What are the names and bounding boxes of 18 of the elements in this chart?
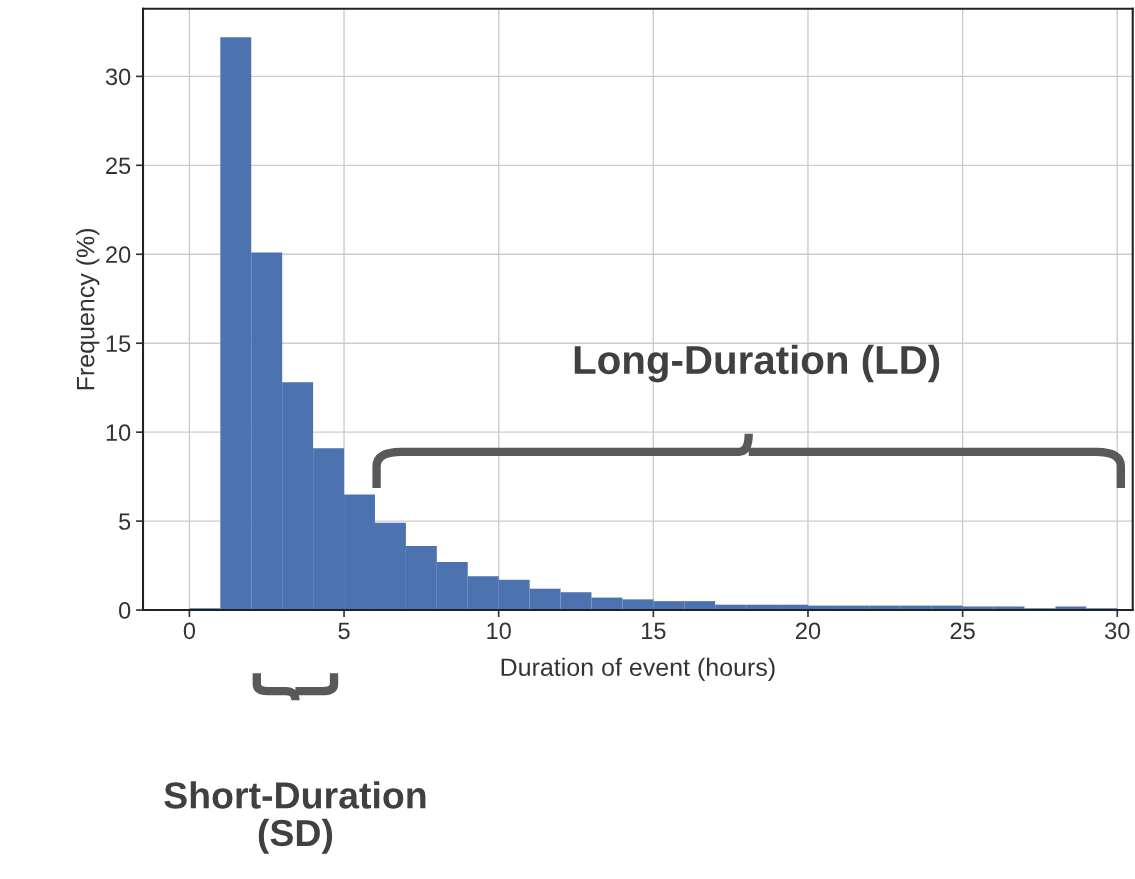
y-tick-label: 20 [106,246,131,264]
y-tick-label: 10 [106,424,131,441]
y-tick-label: 30 [105,68,131,86]
x-tick-label: 15 [642,622,666,640]
y-axis-title: Frequency (%) [76,228,100,390]
x-axis-title: Duration of event (hours) [501,657,775,682]
x-tick-label: 5 [338,622,350,640]
x-tick-label: 25 [950,622,975,640]
text: Short-Duration (SD) [164,781,426,854]
y-tick-label: 25 [106,157,131,175]
x-tick-label: 20 [796,622,821,640]
annotation: Long-Duration (LD) [574,344,940,383]
x-tick-label: 30 [1105,622,1130,640]
x-tick-label: 0 [183,622,196,640]
x-tick-label: 10 [487,622,511,640]
y-tick-label: 15 [106,335,131,352]
y-tick-label: 0 [119,602,131,619]
y-tick-label: 5 [119,513,131,530]
